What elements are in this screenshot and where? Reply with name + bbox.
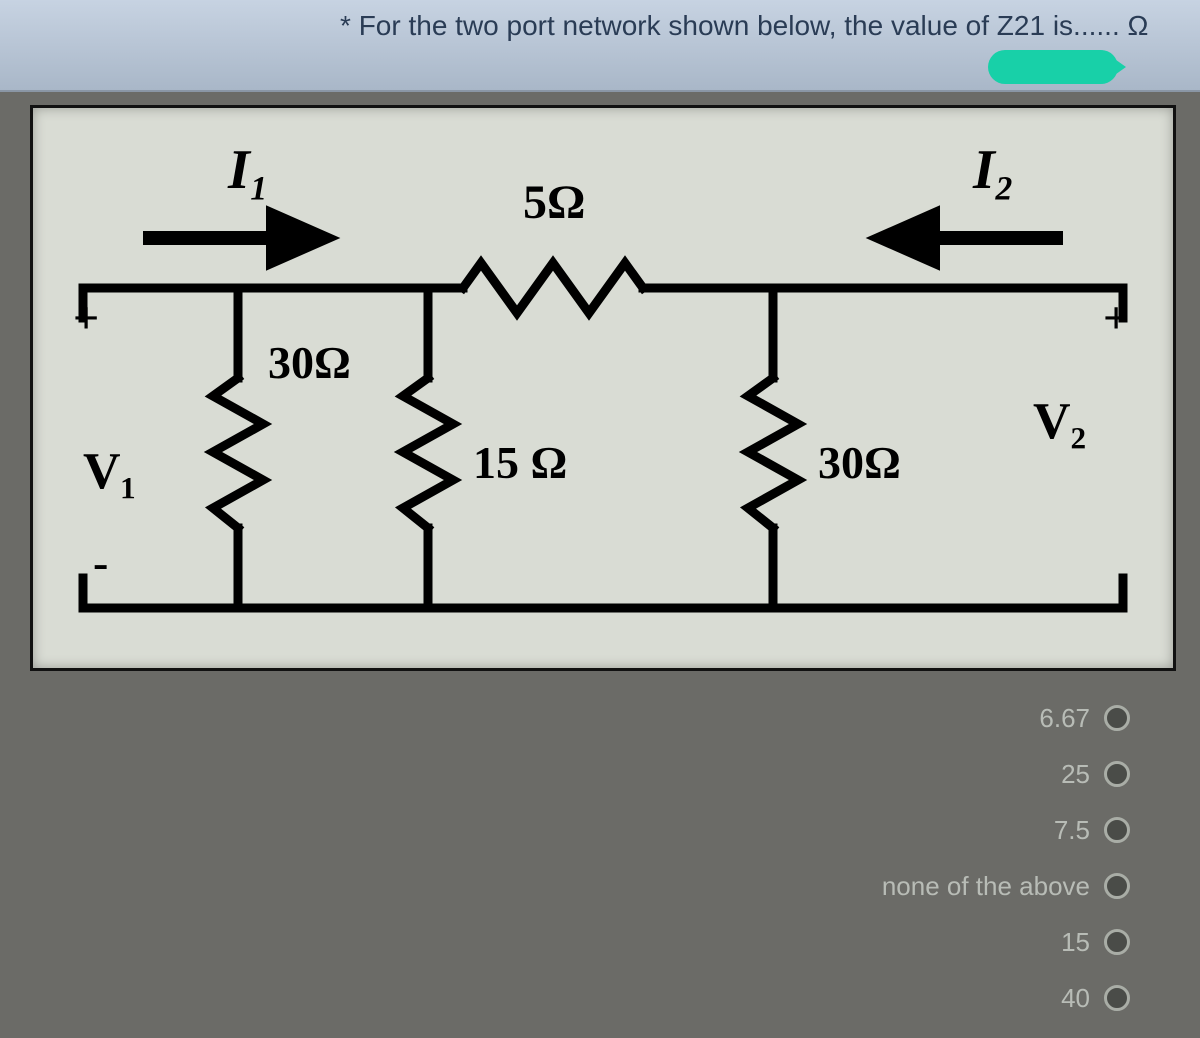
option-row[interactable]: 15 xyxy=(710,914,1130,970)
label-i2: I₂ xyxy=(972,139,1014,201)
option-label: 25 xyxy=(1061,759,1090,790)
required-asterisk: * xyxy=(340,10,351,41)
answer-options: 6.67 25 7.5 none of the above 15 40 xyxy=(710,690,1130,1026)
plus-left: + xyxy=(73,292,99,343)
label-r-shunt-right: 30Ω xyxy=(818,437,901,488)
option-label: 40 xyxy=(1061,983,1090,1014)
label-v1: V₁ xyxy=(83,443,136,500)
highlight-marker-tip xyxy=(1102,50,1126,84)
question-text: * For the two port network shown below, … xyxy=(340,10,1148,42)
highlight-marker xyxy=(988,50,1118,84)
radio-icon[interactable] xyxy=(1104,761,1130,787)
circuit-svg: I₁ I₂ + + V₁ V₂ - 5Ω 30Ω 15 Ω 30Ω xyxy=(33,108,1173,668)
label-r-shunt-a: 30Ω xyxy=(268,337,351,388)
option-row[interactable]: 25 xyxy=(710,746,1130,802)
radio-icon[interactable] xyxy=(1104,929,1130,955)
option-row[interactable]: 40 xyxy=(710,970,1130,1026)
option-label: 6.67 xyxy=(1039,703,1090,734)
radio-icon[interactable] xyxy=(1104,985,1130,1011)
radio-icon[interactable] xyxy=(1104,817,1130,843)
minus-left: - xyxy=(93,537,108,588)
label-i1: I₁ xyxy=(227,139,269,201)
option-row[interactable]: none of the above xyxy=(710,858,1130,914)
label-r-series: 5Ω xyxy=(523,176,585,229)
question-body: For the two port network shown below, th… xyxy=(359,10,1149,41)
question-bar: * For the two port network shown below, … xyxy=(0,0,1200,92)
radio-icon[interactable] xyxy=(1104,873,1130,899)
plus-right: + xyxy=(1103,292,1129,343)
label-r-shunt-mid: 15 Ω xyxy=(473,437,567,488)
circuit-figure: I₁ I₂ + + V₁ V₂ - 5Ω 30Ω 15 Ω 30Ω xyxy=(30,105,1176,671)
option-row[interactable]: 6.67 xyxy=(710,690,1130,746)
option-label: none of the above xyxy=(882,871,1090,902)
option-label: 15 xyxy=(1061,927,1090,958)
radio-icon[interactable] xyxy=(1104,705,1130,731)
option-row[interactable]: 7.5 xyxy=(710,802,1130,858)
option-label: 7.5 xyxy=(1054,815,1090,846)
label-v2: V₂ xyxy=(1033,393,1086,450)
